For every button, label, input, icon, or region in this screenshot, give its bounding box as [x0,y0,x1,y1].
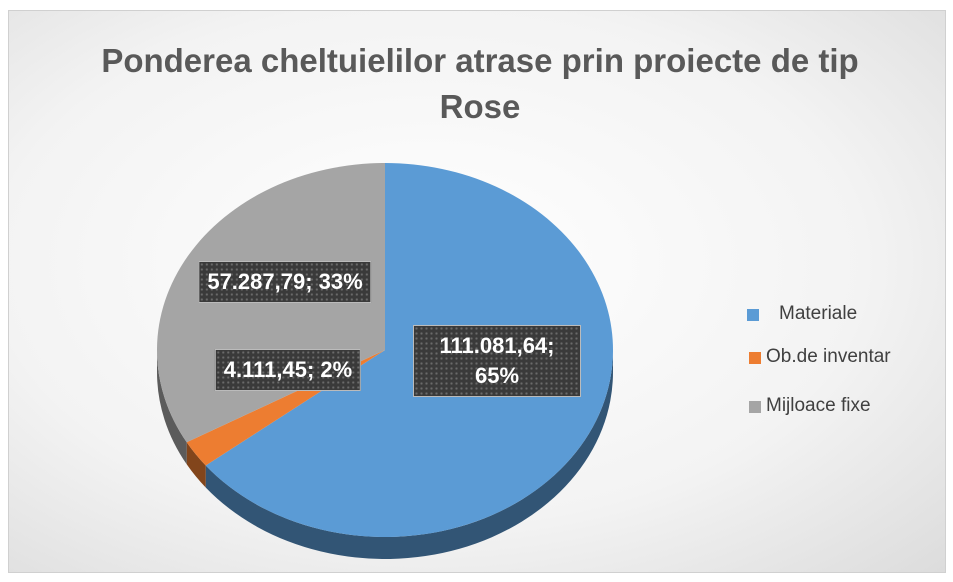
slice [205,163,614,537]
slice-side [157,350,187,465]
legend-swatch [747,309,759,321]
legend-label: Materiale [779,303,858,324]
data-label: 57.287,79; 33% [198,261,372,303]
chart-title: Ponderea cheltuielilor atrase prin proie… [101,42,859,125]
legend-label: Ob.de inventar [766,346,891,367]
slice-side [186,442,206,488]
legend-swatch [749,352,761,364]
data-label: 4.111,45; 2% [214,349,362,391]
legend-swatch [749,401,761,413]
slice-side [205,350,614,560]
data-label: 111.081,64; 65% [413,325,581,397]
legend-label: Mijloace fixe [766,395,871,416]
